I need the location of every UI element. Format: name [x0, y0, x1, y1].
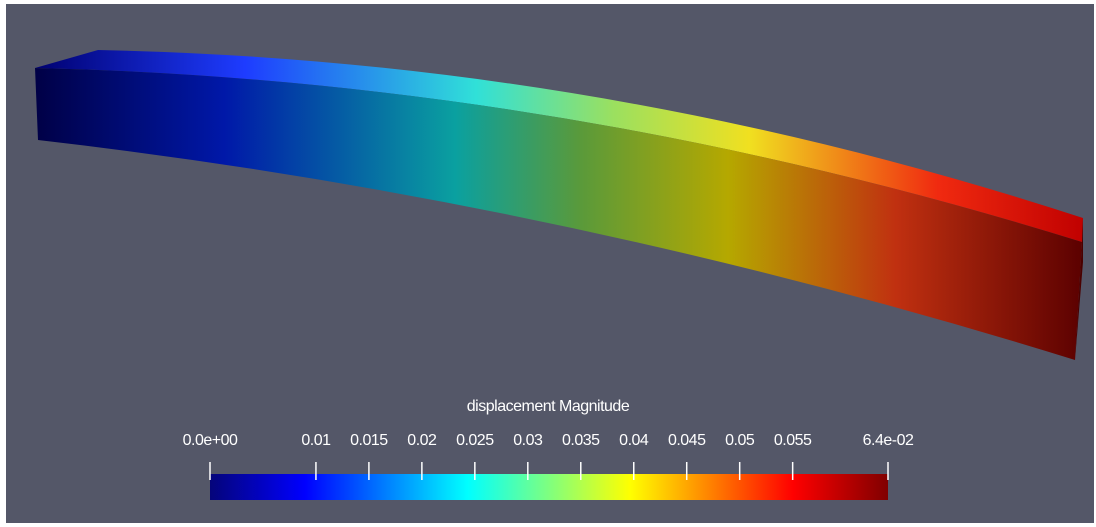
tick-label: 0.025 — [456, 432, 494, 449]
tick-label: 0.055 — [774, 432, 812, 449]
colorbar-title: displacement Magnitude — [467, 398, 630, 415]
tick-label: 0.04 — [619, 432, 649, 449]
tick-label: 0.05 — [725, 432, 755, 449]
tick-label: 0.045 — [668, 432, 706, 449]
tick-label: 0.03 — [513, 432, 543, 449]
tick-label: 0.0e+00 — [183, 432, 238, 449]
tick-label: 0.01 — [301, 432, 331, 449]
tick-label: 6.4e-02 — [863, 432, 914, 449]
render-view: displacement Magnitude 0.0e+00 0.01 0.015 0… — [0, 0, 1096, 527]
tick-label: 0.035 — [562, 432, 600, 449]
tick-label: 0.02 — [407, 432, 437, 449]
tick-label: 0.015 — [350, 432, 388, 449]
page: displacement Magnitude 0.0e+00 0.01 0.015 0… — [0, 0, 1096, 527]
colorbar — [210, 474, 888, 500]
